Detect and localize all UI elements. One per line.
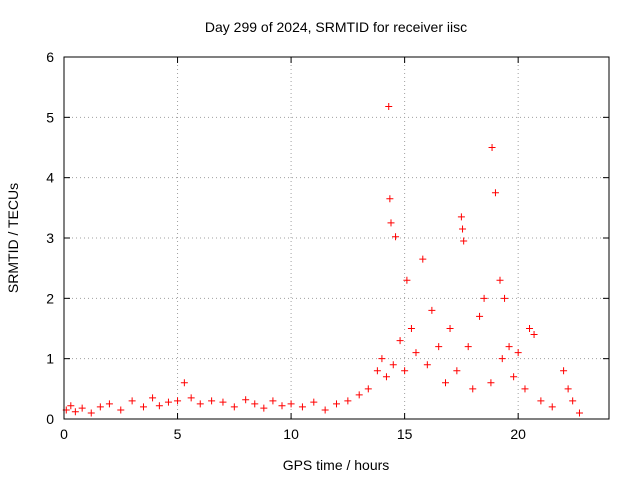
x-axis-label: GPS time / hours xyxy=(283,457,390,473)
y-tick-label: 6 xyxy=(46,49,54,65)
x-tick-label: 20 xyxy=(510,426,526,442)
y-tick-label: 2 xyxy=(46,290,54,306)
data-point xyxy=(269,397,277,405)
data-point xyxy=(117,406,125,414)
data-point xyxy=(480,294,488,302)
data-point xyxy=(491,189,499,197)
data-point xyxy=(407,325,415,332)
data-point xyxy=(242,396,250,404)
data-point xyxy=(476,312,484,320)
data-point xyxy=(385,102,393,110)
data-point xyxy=(333,400,340,408)
data-point xyxy=(373,367,381,375)
data-point xyxy=(401,367,409,375)
data-point xyxy=(460,237,468,245)
data-point xyxy=(386,195,394,203)
data-point xyxy=(469,385,477,393)
x-tick-label: 0 xyxy=(60,426,68,442)
data-point xyxy=(459,225,467,233)
data-point xyxy=(96,403,104,411)
data-point xyxy=(514,349,522,357)
data-point xyxy=(87,409,95,417)
data-point xyxy=(67,402,75,410)
x-tick-label: 5 xyxy=(174,426,182,442)
data-point xyxy=(442,379,449,387)
data-point xyxy=(510,373,518,381)
data-point xyxy=(105,400,113,408)
data-point xyxy=(564,385,572,393)
data-point xyxy=(321,406,329,414)
data-point xyxy=(278,402,286,410)
data-point xyxy=(298,403,306,411)
data-point xyxy=(208,397,216,405)
y-axis-label: SRMTID / TECUs xyxy=(5,183,21,293)
data-point xyxy=(560,367,568,375)
data-point xyxy=(412,349,420,357)
x-tick-label: 15 xyxy=(397,426,413,442)
data-point xyxy=(569,397,577,405)
data-point xyxy=(180,379,188,387)
data-point xyxy=(128,397,136,405)
y-tick-label: 4 xyxy=(46,170,54,186)
data-point xyxy=(164,398,172,406)
data-point xyxy=(488,144,496,151)
data-point xyxy=(139,403,147,411)
data-point xyxy=(526,325,534,332)
data-point xyxy=(230,403,238,411)
data-point xyxy=(498,355,506,363)
data-point xyxy=(505,343,513,351)
data-point xyxy=(501,294,509,302)
data-point xyxy=(187,394,195,402)
data-point xyxy=(487,379,495,387)
data-point xyxy=(548,403,556,411)
data-point xyxy=(396,337,404,345)
y-tick-label: 3 xyxy=(46,230,54,246)
data-point xyxy=(575,409,583,417)
chart-title: Day 299 of 2024, SRMTID for receiver iis… xyxy=(205,19,467,35)
data-point xyxy=(196,400,204,408)
data-point xyxy=(287,400,295,408)
data-point xyxy=(260,404,268,412)
data-point xyxy=(392,233,400,241)
data-point xyxy=(355,391,363,399)
data-point xyxy=(387,219,395,227)
y-tick-label: 0 xyxy=(46,411,54,427)
data-points xyxy=(62,102,583,417)
data-point xyxy=(457,213,465,221)
data-point xyxy=(155,402,163,410)
y-tick-label: 5 xyxy=(46,109,54,125)
data-point xyxy=(378,355,386,363)
data-point xyxy=(521,385,529,393)
data-point xyxy=(219,398,227,406)
axis-ticks: 0 5 10 15 20 0 1 2 3 4 5 6 xyxy=(46,49,609,442)
data-point xyxy=(446,325,454,332)
data-point xyxy=(78,404,86,412)
data-point xyxy=(364,385,372,393)
data-point xyxy=(251,400,259,408)
data-point xyxy=(453,367,461,375)
data-point xyxy=(428,306,436,314)
data-point xyxy=(537,397,545,405)
data-point xyxy=(496,276,504,284)
y-tick-label: 1 xyxy=(46,351,54,367)
data-point xyxy=(344,397,352,405)
data-point xyxy=(435,343,443,351)
data-point xyxy=(403,276,411,284)
data-point xyxy=(423,361,431,369)
data-point xyxy=(382,373,390,381)
data-point xyxy=(149,394,157,402)
data-point xyxy=(419,255,427,263)
grid-lines xyxy=(64,57,609,419)
data-point xyxy=(389,361,397,369)
data-point xyxy=(71,408,79,416)
data-point xyxy=(310,398,318,406)
data-point xyxy=(464,343,472,351)
data-point xyxy=(530,331,538,339)
data-point xyxy=(174,397,182,405)
x-tick-label: 10 xyxy=(283,426,299,442)
